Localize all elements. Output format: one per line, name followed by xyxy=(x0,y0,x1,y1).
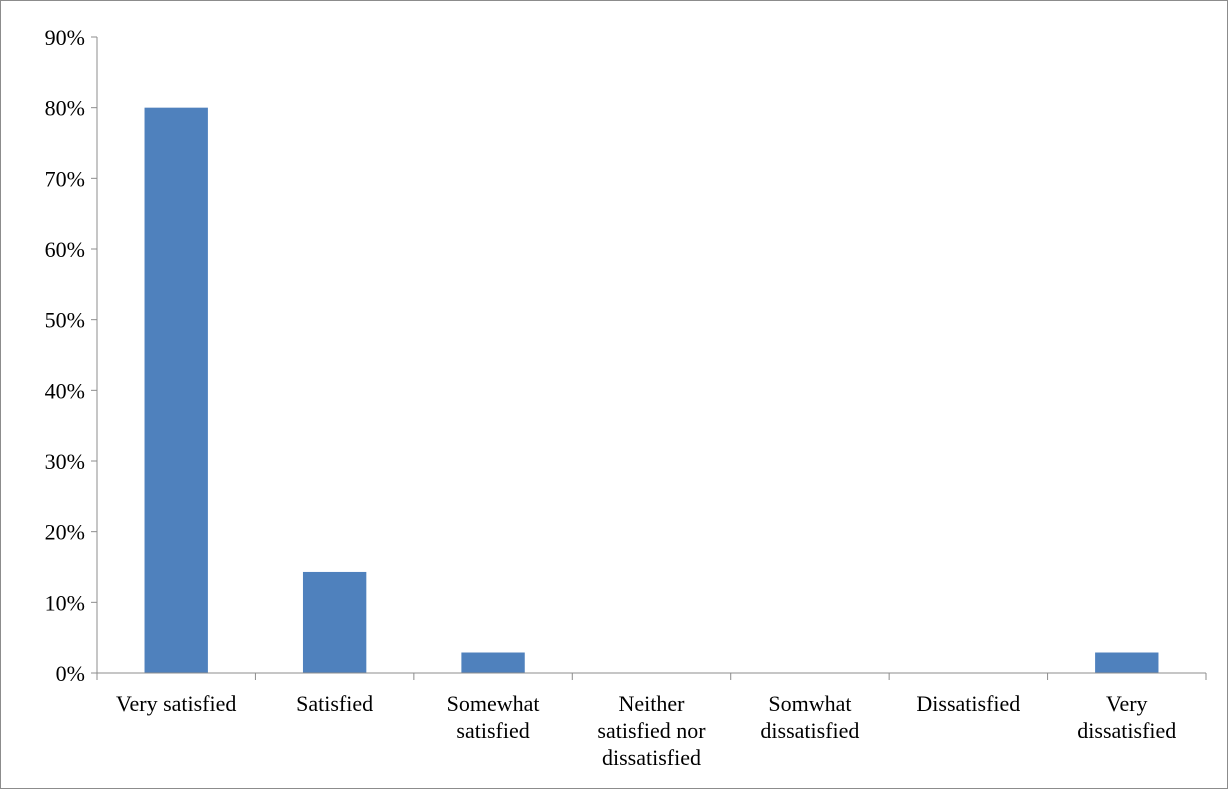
x-tick-label-line: satisfied xyxy=(456,718,529,743)
x-tick-label: Somewhat satisfied xyxy=(447,691,540,743)
x-tick-label: Satisfied xyxy=(296,691,373,716)
x-tick-label: Neither satisfied nor dissatisfied xyxy=(597,691,706,770)
x-tick-label: Very satisfied xyxy=(116,691,236,716)
y-tick-label: 20% xyxy=(45,520,85,545)
x-tick-label-line: satisfied nor xyxy=(597,718,706,743)
y-tick-label: 90% xyxy=(45,25,85,50)
y-tick-label: 10% xyxy=(45,590,85,615)
y-tick-label: 70% xyxy=(45,166,85,191)
y-tick-label: 0% xyxy=(56,661,85,686)
bar xyxy=(302,571,367,673)
bar xyxy=(144,107,208,673)
x-tick-label-line: Dissatisfied xyxy=(916,691,1020,716)
x-tick-label-line: dissatisfied xyxy=(602,745,701,770)
bar xyxy=(461,652,525,673)
x-tick-label-line: Somewhat xyxy=(447,691,540,716)
x-tick-label-line: Somwhat xyxy=(768,691,851,716)
x-tick-label-line: Very xyxy=(1106,691,1148,716)
x-tick-label-line: Very satisfied xyxy=(116,691,236,716)
y-tick-label: 80% xyxy=(45,96,85,121)
y-tick-label: 60% xyxy=(45,237,85,262)
x-tick-label-line: dissatisfied xyxy=(760,718,859,743)
x-tick-label-line: Satisfied xyxy=(296,691,373,716)
x-tick-label: Dissatisfied xyxy=(916,691,1020,716)
x-tick-label-line: dissatisfied xyxy=(1077,718,1176,743)
y-tick-label: 30% xyxy=(45,449,85,474)
bars-group xyxy=(144,107,1159,673)
bar xyxy=(1095,652,1159,673)
x-tick-label: Somwhat dissatisfied xyxy=(760,691,859,743)
x-axis-ticks: Very satisfied Satisfied Somewhat satisfied… xyxy=(96,673,1207,770)
y-tick-label: 50% xyxy=(45,308,85,333)
y-axis-ticks: 0% 10% 20% 30% 40% 50% 60% 70% 80% 90% xyxy=(45,25,97,686)
y-tick-label: 40% xyxy=(45,378,85,403)
x-tick-label-line: Neither xyxy=(619,691,686,716)
x-tick-label: Very dissatisfied xyxy=(1077,691,1176,743)
